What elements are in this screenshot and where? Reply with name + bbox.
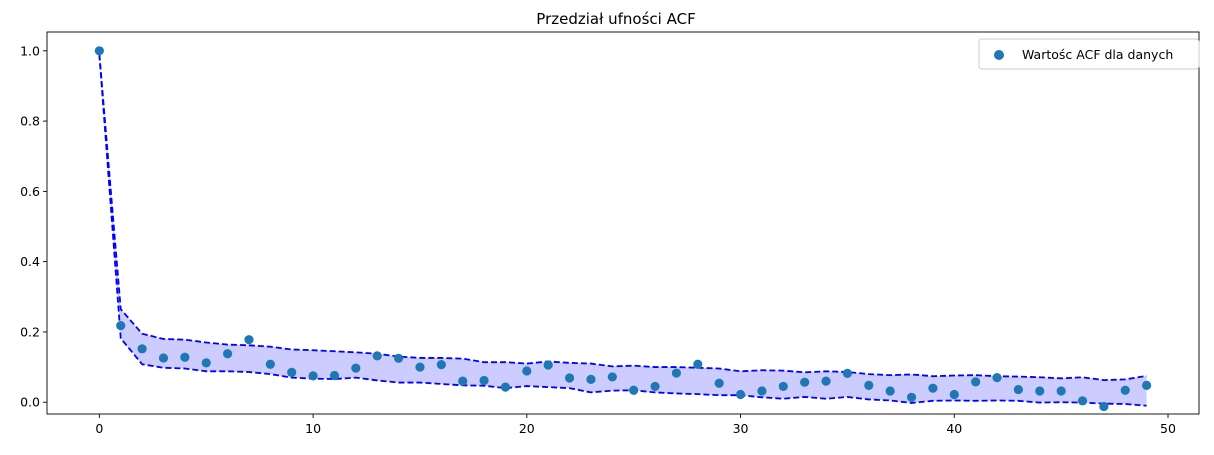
acf-point [1056,386,1066,396]
x-tick-label: 50 [1160,421,1176,436]
acf-point [906,392,917,402]
y-tick-label: 0.2 [20,324,40,339]
acf-point [949,389,959,400]
y-tick-label: 0.4 [20,254,40,269]
acf-point [158,353,169,363]
x-tick-label: 40 [946,421,962,436]
legend-label: Wartośc ACF dla danych [1022,47,1173,62]
axes: 0 10 20 30 40 50 0.0 0.2 0.4 0.6 0.8 1.0 [20,31,1200,436]
acf-point [116,321,126,331]
acf-point [714,378,724,388]
acf-point [479,375,489,386]
acf-point [180,352,190,362]
plot-area [94,46,1152,412]
legend-box [978,38,1200,70]
acf-point [244,335,254,345]
x-tick-label: 10 [305,421,321,436]
acf-point [821,376,831,386]
x-tick-label: 0 [95,421,103,436]
acf-point [436,360,446,370]
acf-point [372,351,382,361]
acf-point [94,46,104,56]
acf-point [1099,401,1109,412]
acf-point [1035,386,1045,396]
plot-frame [46,31,1200,415]
acf-point [308,371,318,381]
acf-point [650,381,660,392]
acf-point [735,389,746,400]
acf-point [1077,396,1088,406]
acf-point [415,362,425,372]
acf-point [458,376,468,386]
acf-point [928,383,938,393]
acf-point [778,381,788,392]
acf-point [842,368,853,379]
acf-point [543,360,553,370]
acf-point [1013,384,1023,395]
acf-point [607,372,617,382]
acf-point [693,359,703,369]
acf-point [885,386,895,396]
acf-point [393,353,404,363]
acf-point [265,359,275,369]
y-tick-label: 0.6 [20,184,40,199]
chart-title: Przedział ufności ACF [536,10,695,28]
x-tick-label: 30 [733,421,749,436]
acf-point [1120,385,1130,395]
acf-point [629,385,639,395]
acf-point [522,366,532,376]
lower-bound-line [98,54,1147,407]
acf-point [564,373,575,383]
acf-point [287,367,297,377]
acf-point [329,370,340,381]
acf-point [992,373,1002,383]
acf-point [586,374,596,384]
acf-point [1142,380,1152,390]
acf-point [971,377,981,387]
acf-point [351,363,361,373]
acf-point [223,349,233,359]
y-tick-label: 0.0 [20,395,40,410]
acf-point [671,368,682,378]
acf-point [800,377,810,387]
acf-point [500,382,511,392]
legend: Wartośc ACF dla danych [978,38,1200,70]
x-tick-label: 20 [519,421,535,436]
legend-marker [994,50,1004,60]
y-tick-label: 0.8 [20,114,40,129]
y-tick-label: 1.0 [20,43,40,58]
upper-bound-line [98,54,1147,381]
acf-point [201,358,211,368]
acf-point [757,386,767,396]
acf-point [864,380,874,390]
acf-point [137,344,147,354]
